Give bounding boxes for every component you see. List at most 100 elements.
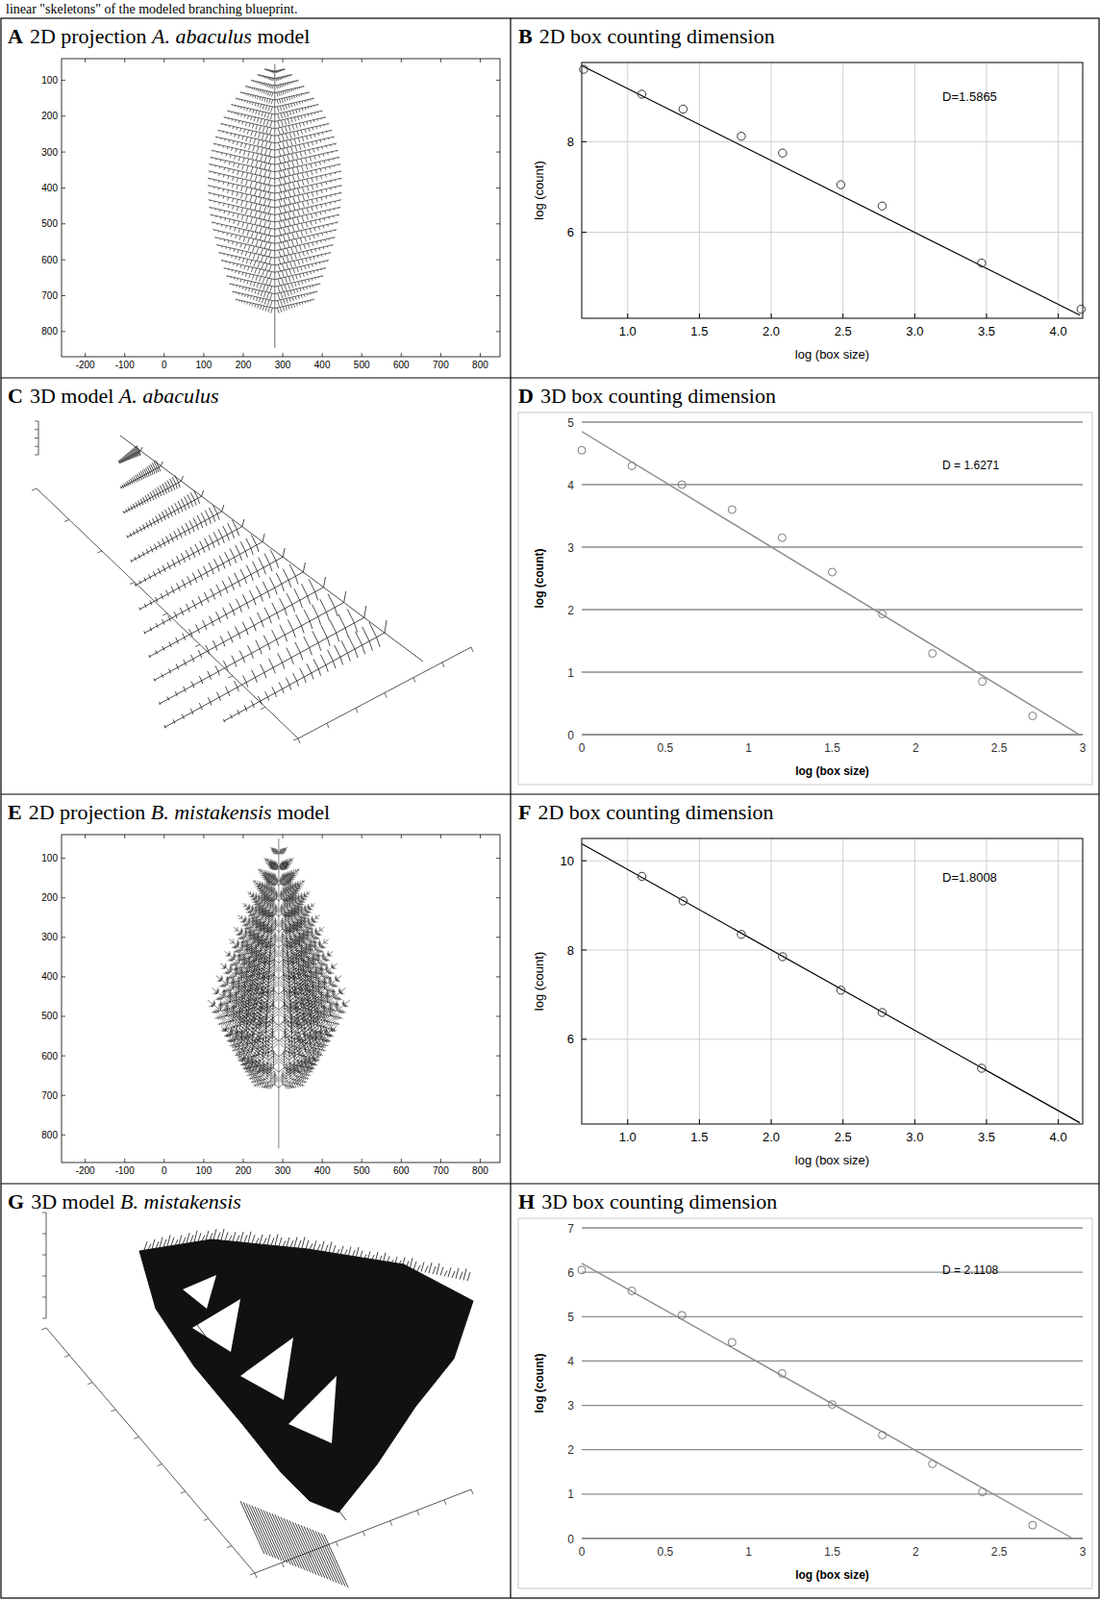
annotation: D = 2.1108 bbox=[942, 1263, 999, 1277]
y-tick bbox=[61, 975, 66, 977]
panel-title-text: 3D box counting dimension bbox=[540, 383, 776, 408]
y-tick bbox=[61, 1015, 66, 1017]
chart-panel: H3D box counting dimension00.511.522.530… bbox=[518, 1189, 1093, 1589]
x-tick bbox=[124, 58, 125, 63]
axis-3d-tick bbox=[34, 446, 39, 448]
axis-3d bbox=[36, 488, 299, 739]
x-tick bbox=[242, 834, 244, 839]
data-point bbox=[677, 1311, 686, 1320]
image-panel: C3D model A. abaculus bbox=[7, 383, 474, 744]
y-tick-label: 6 bbox=[567, 225, 575, 240]
grid-line-y bbox=[581, 950, 1083, 951]
y-tick bbox=[496, 1055, 500, 1057]
axis-3d-tick bbox=[417, 1510, 420, 1516]
y-tick-label: 200 bbox=[41, 110, 58, 122]
image-panel: G3D model B. mistakensis bbox=[7, 1189, 474, 1588]
grid-line-x bbox=[626, 62, 628, 319]
grid-line-y bbox=[581, 733, 1083, 735]
x-tick bbox=[242, 58, 244, 63]
data-point bbox=[637, 90, 646, 99]
data-group bbox=[577, 431, 1080, 735]
x-tick-label: 700 bbox=[432, 1165, 450, 1176]
axis-3d-tick bbox=[42, 1275, 47, 1277]
axis-3d-tick bbox=[34, 437, 39, 439]
panel-title: E2D projection B. mistakensis model bbox=[7, 800, 330, 825]
x-axis-line bbox=[581, 733, 1083, 735]
title-part: 3D model bbox=[30, 1189, 121, 1214]
data-point bbox=[977, 1064, 986, 1073]
x-axis-line bbox=[581, 1537, 1083, 1539]
x-tick-label: 1.5 bbox=[690, 324, 708, 339]
panel-title: B2D box counting dimension bbox=[518, 24, 775, 49]
x-tick-label: 400 bbox=[314, 359, 331, 371]
x-tick bbox=[124, 834, 125, 839]
grid-line-y bbox=[581, 1404, 1083, 1406]
axis-3d-tick bbox=[157, 1464, 163, 1467]
y-tick bbox=[496, 151, 500, 153]
title-part: A. abaculus bbox=[117, 383, 220, 408]
data-point bbox=[778, 149, 787, 157]
axis-3d-tick bbox=[293, 738, 299, 741]
x-tick-label: -200 bbox=[75, 359, 96, 371]
panel-title-text: 2D projection B. mistakensis model bbox=[28, 800, 330, 825]
x-tick bbox=[400, 58, 402, 63]
data-point bbox=[727, 1338, 736, 1347]
row-divider bbox=[0, 793, 1100, 795]
x-tick bbox=[242, 352, 244, 357]
axis-3d-tick bbox=[281, 1562, 284, 1568]
axis-3d-tick bbox=[227, 675, 233, 678]
grid-line-y bbox=[581, 546, 1083, 548]
image-frame bbox=[61, 58, 500, 357]
grid-line-y bbox=[581, 671, 1083, 673]
data-point bbox=[777, 533, 786, 542]
x-tick bbox=[771, 1119, 773, 1125]
data-group bbox=[577, 1263, 1074, 1539]
x-tick bbox=[163, 1158, 165, 1163]
y-tick-label: 2 bbox=[567, 1443, 575, 1457]
title-part: 2D box counting dimension bbox=[537, 800, 774, 825]
y-tick-label: 10 bbox=[560, 853, 575, 869]
data-point bbox=[836, 986, 845, 995]
data-point bbox=[1076, 304, 1085, 313]
title-part: B. mistakensis bbox=[150, 800, 273, 825]
axis-3d-tick bbox=[384, 693, 387, 699]
data-point bbox=[627, 462, 636, 471]
axis-3d-tick bbox=[363, 1531, 366, 1537]
y-tick-label: 0 bbox=[567, 1532, 575, 1547]
chart-panel: F2D box counting dimension1.01.52.02.53.… bbox=[518, 800, 1083, 1168]
axis-3d-tick bbox=[226, 1546, 232, 1549]
data-point bbox=[627, 1287, 636, 1296]
axis-3d-tick bbox=[250, 1573, 255, 1575]
x-tick-label: 300 bbox=[275, 1165, 292, 1176]
chart-panel: D3D box counting dimension00.511.522.530… bbox=[518, 383, 1093, 785]
grid-line-x bbox=[914, 838, 916, 1125]
x-tick bbox=[242, 1158, 244, 1163]
data-point bbox=[928, 650, 937, 658]
data-point bbox=[877, 201, 886, 210]
x-tick bbox=[1057, 1119, 1059, 1125]
x-tick bbox=[322, 1158, 324, 1163]
x-tick bbox=[322, 352, 324, 357]
x-tick-label: 1.0 bbox=[619, 324, 637, 339]
y-tick-label: 800 bbox=[41, 325, 58, 337]
panel-letter: H bbox=[518, 1189, 535, 1214]
title-part: model bbox=[251, 24, 311, 49]
x-tick-label: 0.5 bbox=[656, 1545, 674, 1559]
x-tick-label: 1 bbox=[745, 1545, 752, 1559]
y-tick bbox=[581, 141, 587, 143]
x-tick bbox=[479, 58, 481, 63]
x-axis-title: log (box size) bbox=[795, 1568, 870, 1582]
x-tick-label: 0 bbox=[161, 1165, 168, 1176]
axis-3d-tick bbox=[471, 1489, 474, 1495]
x-tick bbox=[440, 58, 442, 63]
y-tick bbox=[61, 295, 66, 297]
x-tick-label: 100 bbox=[196, 359, 213, 371]
x-tick-label: 700 bbox=[432, 359, 450, 371]
axis-3d-tick bbox=[42, 1297, 47, 1299]
y-tick bbox=[581, 950, 587, 951]
data-point bbox=[928, 1459, 937, 1468]
y-tick-label: 5 bbox=[567, 1310, 575, 1325]
x-tick-label: 1.5 bbox=[824, 1545, 841, 1559]
grid-line-y bbox=[581, 1449, 1083, 1450]
x-tick-label: 300 bbox=[275, 359, 292, 371]
